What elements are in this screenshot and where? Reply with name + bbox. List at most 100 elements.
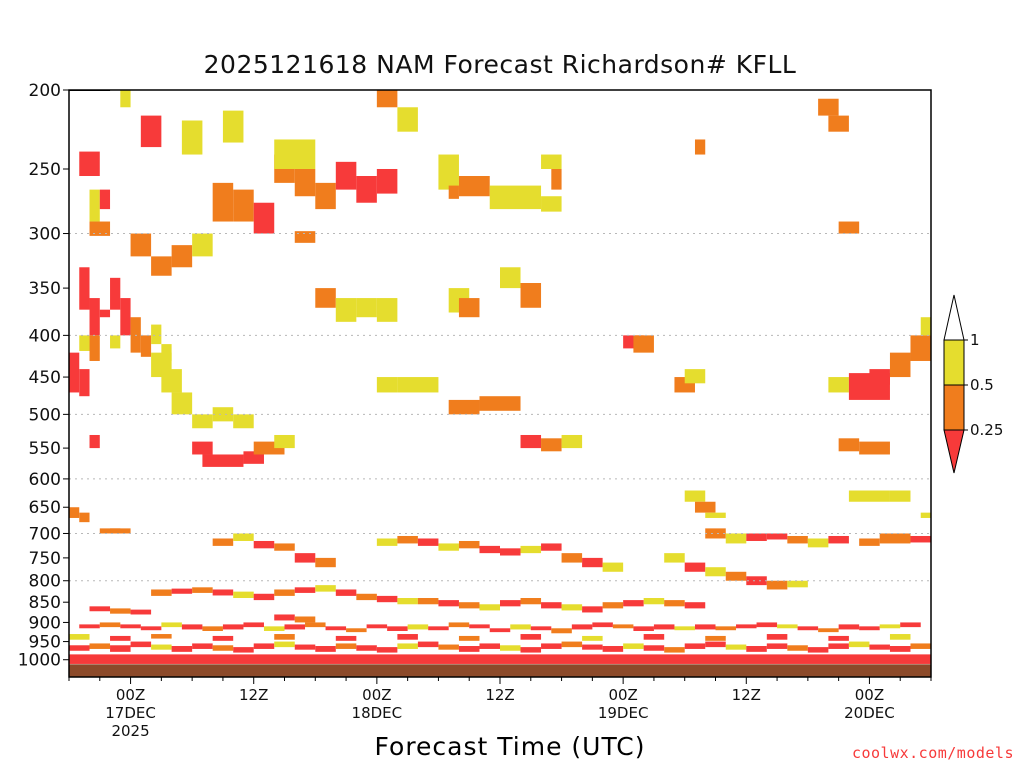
heatmap-cell (520, 634, 542, 640)
heatmap-cell (110, 645, 131, 652)
heatmap-cell (99, 189, 111, 210)
heatmap-cell (99, 309, 111, 318)
heatmap-cell (192, 233, 213, 257)
heatmap-cell (346, 628, 367, 633)
heatmap-cell (89, 221, 111, 236)
heatmap-cell (161, 344, 172, 361)
heatmap-cell (582, 644, 603, 650)
heatmap-cell (889, 646, 911, 652)
y-tick-label: 350 (29, 279, 61, 299)
heatmap-cell (315, 182, 336, 210)
heatmap-cell (879, 624, 901, 629)
heatmap-cell (859, 441, 890, 455)
x-tick-label: 12Z (239, 686, 268, 704)
heatmap-cell (212, 182, 234, 222)
heatmap-cell (89, 335, 100, 361)
heatmap-cell (151, 256, 172, 276)
x-axis-label: Forecast Time (UTC) (374, 732, 646, 761)
heatmap-cell (869, 644, 890, 650)
heatmap-cell (520, 283, 542, 308)
heatmap-cell (192, 643, 213, 649)
heatmap-cell (541, 602, 562, 609)
heatmap-cell (274, 139, 316, 169)
heatmap-cell (674, 626, 695, 631)
heatmap-cell (253, 643, 275, 649)
x-tick-label: 00Z (116, 686, 145, 704)
heatmap-cell (448, 622, 470, 628)
heatmap-cell (561, 553, 583, 563)
heatmap-cell (376, 647, 398, 653)
y-tick-label: 750 (29, 549, 61, 569)
heatmap-cell (294, 587, 316, 593)
heatmap-cell (69, 661, 931, 664)
heatmap-cell (89, 606, 111, 612)
heatmap-cell (315, 585, 336, 592)
heatmap-cell (602, 562, 624, 572)
heatmap-cell (222, 624, 244, 630)
heatmap-cell (612, 624, 634, 629)
heatmap-cell (694, 501, 716, 513)
heatmap-cell (407, 624, 429, 630)
heatmap-cell (181, 120, 203, 155)
heatmap-cell (356, 645, 377, 651)
heatmap-cell (705, 567, 726, 577)
heatmap-cell (274, 641, 295, 648)
heatmap-cell (120, 90, 131, 108)
heatmap-cell (582, 557, 603, 568)
heatmap-cell (694, 139, 706, 155)
heatmap-cell (828, 377, 849, 393)
heatmap-cell (192, 587, 213, 593)
heatmap-cell (458, 635, 480, 641)
heatmap-cell (376, 90, 398, 108)
heatmap-cell (828, 115, 849, 132)
heatmap-cell (417, 598, 439, 605)
x-tick-label: 12Z (485, 686, 514, 704)
heatmap-cell (458, 602, 480, 609)
ground-band (69, 664, 931, 677)
credit-link[interactable]: coolwx.com/models (851, 744, 1014, 762)
heatmap-cell (438, 644, 459, 650)
heatmap-cell (448, 399, 480, 415)
heatmap-cell (489, 185, 542, 210)
heatmap-cell (623, 643, 644, 649)
heatmap-cell (633, 626, 654, 631)
heatmap-cell (889, 352, 911, 378)
heatmap-cell (212, 589, 234, 596)
heatmap-cell (828, 635, 849, 641)
heatmap-cell (818, 98, 839, 116)
heatmap-cell (89, 643, 111, 649)
heatmap-cell (838, 438, 860, 452)
heatmap-cell (397, 535, 418, 544)
heatmap-cell (920, 512, 931, 518)
heatmap-cell (684, 562, 706, 572)
heatmap-cell (561, 434, 583, 449)
heatmap-cell (263, 626, 285, 631)
heatmap-cell (161, 622, 182, 628)
heatmap-cell (253, 593, 275, 601)
heatmap-cell (274, 614, 295, 621)
heatmap-cell (110, 608, 131, 614)
x-tick-label: 18DEC (352, 704, 403, 722)
heatmap-cell (489, 628, 511, 633)
heatmap-cell (222, 110, 244, 143)
heatmap-cell (818, 628, 839, 633)
heatmap-cell (120, 624, 141, 629)
heatmap-cell (192, 414, 213, 429)
heatmap-cell (910, 643, 931, 649)
heatmap-cell (664, 553, 685, 563)
heatmap-cell (417, 538, 439, 546)
heatmap-cell (140, 335, 152, 357)
heatmap-cell (171, 392, 193, 415)
heatmap-cell (212, 407, 234, 422)
heatmap-cell (602, 602, 624, 609)
heatmap-cell (848, 641, 870, 648)
y-tick-label: 700 (29, 524, 61, 544)
heatmap-cell (151, 634, 172, 639)
heatmap-cell (582, 635, 603, 641)
heatmap-cell (274, 634, 295, 640)
heatmap-cell (551, 628, 572, 634)
y-tick-label: 650 (29, 498, 61, 518)
heatmap-cell (458, 540, 480, 549)
heatmap-cell (376, 168, 398, 194)
